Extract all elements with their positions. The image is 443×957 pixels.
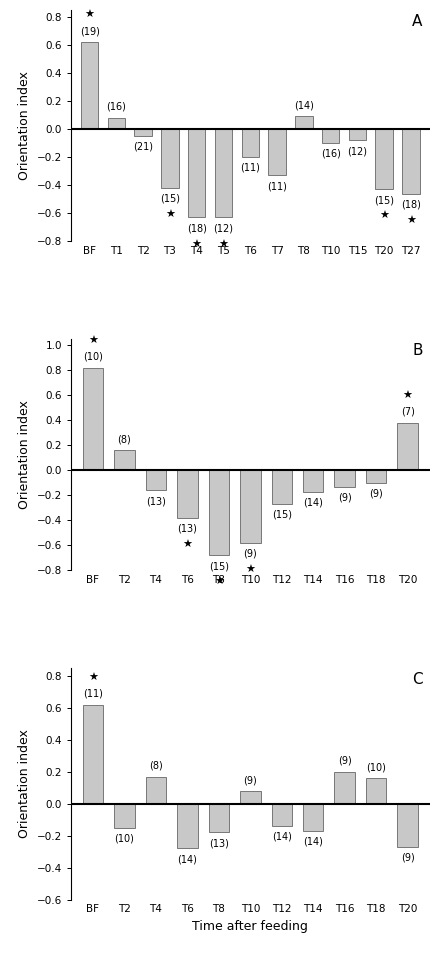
Text: ★: ★ — [192, 239, 202, 250]
Text: (9): (9) — [243, 548, 257, 559]
Bar — [209, 804, 229, 833]
Bar — [334, 771, 355, 804]
Bar — [177, 470, 198, 518]
Text: (15): (15) — [209, 561, 229, 571]
Text: (19): (19) — [80, 26, 100, 36]
Y-axis label: Orientation index: Orientation index — [18, 71, 31, 180]
Bar — [397, 423, 418, 470]
Bar — [177, 804, 198, 849]
Y-axis label: Orientation index: Orientation index — [18, 729, 31, 838]
Bar — [81, 42, 98, 129]
Text: (16): (16) — [321, 148, 341, 159]
Text: (14): (14) — [177, 855, 197, 864]
Bar — [272, 804, 292, 826]
Bar — [83, 704, 103, 804]
Bar — [303, 470, 323, 492]
Text: (8): (8) — [117, 434, 131, 444]
Bar — [272, 470, 292, 504]
Text: (15): (15) — [272, 510, 292, 520]
Bar — [240, 470, 260, 543]
Text: (13): (13) — [146, 496, 166, 506]
Bar — [161, 129, 179, 188]
Bar — [303, 804, 323, 831]
Bar — [397, 804, 418, 847]
X-axis label: Time after feeding: Time after feeding — [192, 920, 308, 933]
Bar — [349, 129, 366, 141]
Text: (12): (12) — [347, 146, 367, 156]
Text: ★: ★ — [403, 390, 413, 401]
Bar — [215, 129, 232, 217]
Text: (14): (14) — [294, 100, 314, 110]
Text: (11): (11) — [83, 689, 103, 699]
Text: (10): (10) — [114, 834, 134, 843]
Text: (14): (14) — [303, 836, 323, 847]
Text: C: C — [412, 673, 423, 687]
Bar — [402, 129, 420, 193]
Bar — [366, 470, 386, 482]
Text: ★: ★ — [88, 673, 98, 682]
Text: ★: ★ — [214, 577, 224, 588]
Text: (15): (15) — [374, 195, 394, 205]
Text: (13): (13) — [209, 838, 229, 848]
Bar — [295, 117, 313, 129]
Bar — [209, 470, 229, 555]
Bar — [135, 129, 152, 136]
Bar — [322, 129, 339, 143]
Bar — [376, 129, 393, 189]
Text: (9): (9) — [338, 492, 352, 502]
Text: (15): (15) — [160, 193, 180, 204]
Bar — [241, 129, 259, 157]
Bar — [114, 804, 135, 828]
Text: ★: ★ — [183, 540, 192, 550]
Text: ★: ★ — [379, 211, 389, 221]
Bar — [366, 778, 386, 804]
Text: (14): (14) — [303, 498, 323, 507]
Text: A: A — [412, 14, 423, 30]
Text: ★: ★ — [406, 215, 416, 226]
Bar — [268, 129, 286, 175]
Bar — [114, 450, 135, 470]
Text: (10): (10) — [83, 352, 103, 362]
Bar — [188, 129, 206, 217]
Text: (21): (21) — [133, 142, 153, 152]
Text: (12): (12) — [214, 223, 233, 234]
Bar — [108, 118, 125, 129]
Text: ★: ★ — [165, 210, 175, 220]
Y-axis label: Orientation index: Orientation index — [18, 400, 31, 509]
Text: (7): (7) — [401, 407, 415, 417]
Bar — [146, 470, 166, 490]
Text: (9): (9) — [401, 853, 415, 862]
Text: (18): (18) — [401, 199, 421, 210]
Text: (18): (18) — [187, 223, 207, 234]
Text: ★: ★ — [85, 10, 95, 20]
Text: (11): (11) — [241, 163, 260, 173]
Text: (10): (10) — [366, 763, 386, 772]
Text: (9): (9) — [338, 756, 352, 766]
Text: B: B — [412, 344, 423, 358]
Bar — [334, 470, 355, 486]
Bar — [83, 367, 103, 470]
Text: (14): (14) — [272, 832, 291, 842]
Text: ★: ★ — [245, 565, 255, 575]
Bar — [146, 776, 166, 804]
Text: (13): (13) — [177, 523, 197, 534]
Text: (9): (9) — [369, 489, 383, 499]
Bar — [240, 790, 260, 804]
Text: (11): (11) — [267, 181, 287, 191]
Text: (8): (8) — [149, 761, 163, 770]
Text: ★: ★ — [218, 239, 229, 250]
Text: (16): (16) — [106, 102, 126, 112]
Text: ★: ★ — [88, 336, 98, 345]
Text: (9): (9) — [243, 775, 257, 785]
